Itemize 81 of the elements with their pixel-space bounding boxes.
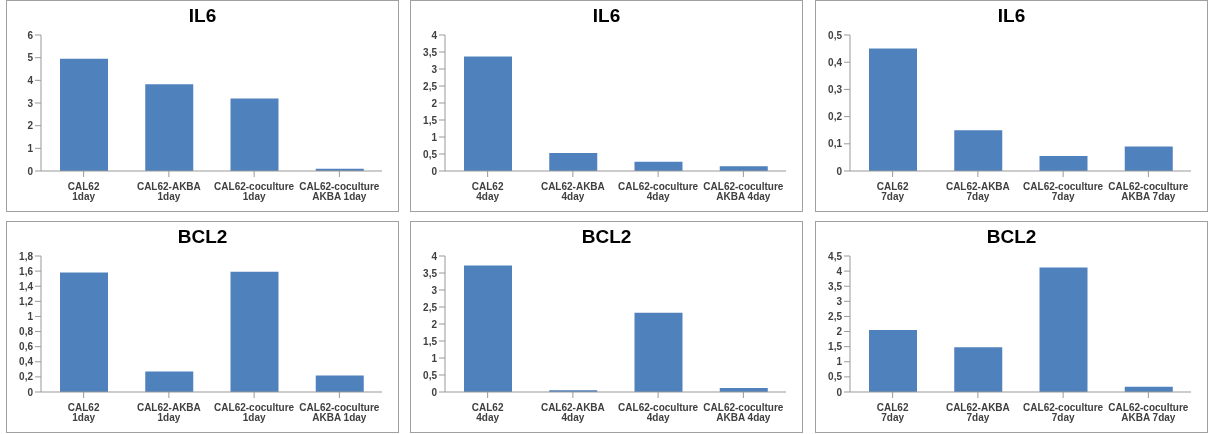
y-tick-label: 0 <box>836 165 843 177</box>
y-tick-label: 2 <box>431 318 438 330</box>
y-tick-label: 2 <box>27 120 34 132</box>
y-tick-label: 0,2 <box>19 371 34 383</box>
chart-title: IL6 <box>996 5 1027 28</box>
x-tick-label: CAL62-coculture 1day <box>214 402 295 424</box>
y-tick-label: 0,5 <box>423 369 438 381</box>
y-tick-label: 1,6 <box>19 265 34 277</box>
y-tick-label: 3,5 <box>423 267 438 279</box>
x-tick-label: CAL62-AKBA 7day <box>945 181 1010 203</box>
y-tick-label: 1,2 <box>19 295 34 307</box>
y-tick-label: 1 <box>27 142 34 154</box>
y-tick-label: 0 <box>836 386 843 398</box>
x-tick-label: CAL62-coculture AKBA 7day <box>1108 402 1189 424</box>
y-tick-label: 0,4 <box>19 356 34 368</box>
y-tick-label: 4 <box>431 250 438 262</box>
y-tick-label: 2 <box>431 97 438 109</box>
y-tick-label: 4 <box>836 265 843 277</box>
y-tick-label: 0,2 <box>828 111 843 123</box>
x-tick-label: CAL62-coculture AKBA 1day <box>299 181 380 203</box>
y-tick-label: 1 <box>431 352 438 364</box>
y-tick-label: 0 <box>27 165 34 177</box>
y-tick-label: 3 <box>27 97 34 109</box>
x-tick-label: CAL62 7day <box>876 402 909 424</box>
y-tick-label: 3 <box>431 284 438 296</box>
y-tick-label: 1 <box>836 356 843 368</box>
x-tick-label: CAL62 1day <box>67 181 100 203</box>
y-tick-label: 2,5 <box>423 80 438 92</box>
x-tick-label: CAL62-coculture 7day <box>1023 181 1104 203</box>
x-tick-label: CAL62 7day <box>876 181 909 203</box>
y-tick-label: 4 <box>27 74 34 86</box>
chart-title: BCL2 <box>985 226 1038 249</box>
x-tick-label: CAL62 4day <box>471 181 504 203</box>
y-tick-label: 0,5 <box>828 371 843 383</box>
y-tick-label: 0,4 <box>828 56 843 68</box>
y-tick-label: 5 <box>27 52 34 64</box>
chart-title: BCL2 <box>580 226 633 249</box>
y-tick-label: 1,5 <box>828 341 843 353</box>
x-tick-label: CAL62-AKBA 7day <box>945 402 1010 424</box>
x-tick-label: CAL62-coculture AKBA 1day <box>299 402 380 424</box>
x-tick-label: CAL62-AKBA 1day <box>136 402 201 424</box>
x-tick-label: CAL62-coculture 1day <box>214 181 295 203</box>
x-tick-label: CAL62-coculture AKBA 4day <box>703 402 784 424</box>
y-tick-label: 0,5 <box>828 29 843 41</box>
x-tick-label: CAL62-AKBA 4day <box>540 402 605 424</box>
x-tick-label: CAL62-coculture AKBA 4day <box>703 181 784 203</box>
y-tick-label: 0,3 <box>828 83 843 95</box>
y-tick-label: 0,1 <box>828 138 843 150</box>
y-tick-label: 0,8 <box>19 326 34 338</box>
chart-title: IL6 <box>187 5 218 28</box>
y-tick-label: 3 <box>836 295 843 307</box>
x-tick-label: CAL62-coculture 4day <box>618 181 699 203</box>
y-tick-label: 0 <box>431 386 438 398</box>
y-tick-label: 2,5 <box>423 301 438 313</box>
y-tick-label: 3,5 <box>828 280 843 292</box>
y-tick-label: 2,5 <box>828 310 843 322</box>
y-tick-label: 1 <box>27 310 34 322</box>
y-tick-label: 0 <box>27 386 34 398</box>
chart-title: BCL2 <box>176 226 229 249</box>
y-tick-label: 0,5 <box>423 148 438 160</box>
y-tick-label: 1,4 <box>19 280 34 292</box>
y-tick-label: 0 <box>431 165 438 177</box>
y-tick-label: 3 <box>431 63 438 75</box>
y-tick-label: 1,5 <box>423 335 438 347</box>
y-tick-label: 4 <box>431 29 438 41</box>
x-tick-label: CAL62 4day <box>471 402 504 424</box>
y-tick-label: 4,5 <box>828 250 843 262</box>
x-tick-label: CAL62-AKBA 4day <box>540 181 605 203</box>
y-tick-label: 2 <box>836 326 843 338</box>
y-tick-label: 0,6 <box>19 341 34 353</box>
y-tick-label: 1,8 <box>19 250 34 262</box>
x-tick-label: CAL62 1day <box>67 402 100 424</box>
x-tick-label: CAL62-coculture AKBA 7day <box>1108 181 1189 203</box>
x-tick-label: CAL62-AKBA 1day <box>136 181 201 203</box>
y-tick-label: 1,5 <box>423 114 438 126</box>
x-tick-label: CAL62-coculture 7day <box>1023 402 1104 424</box>
y-tick-label: 1 <box>431 131 438 143</box>
y-tick-label: 6 <box>27 29 34 41</box>
chart-title: IL6 <box>591 5 622 28</box>
y-tick-label: 3,5 <box>423 46 438 58</box>
x-tick-label: CAL62-coculture 4day <box>618 402 699 424</box>
